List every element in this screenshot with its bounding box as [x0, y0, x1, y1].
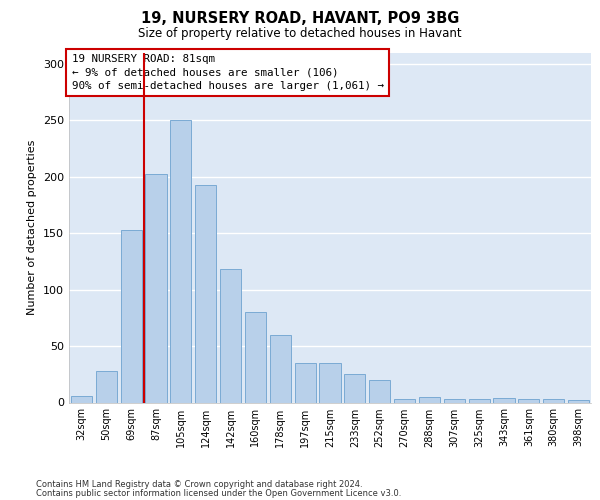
Bar: [270, 335, 291, 402]
Text: Contains public sector information licensed under the Open Government Licence v3: Contains public sector information licen…: [36, 489, 401, 498]
Bar: [121, 230, 142, 402]
Bar: [344, 374, 365, 402]
Bar: [319, 363, 341, 403]
Bar: [568, 400, 589, 402]
Text: 19 NURSERY ROAD: 81sqm
← 9% of detached houses are smaller (106)
90% of semi-det: 19 NURSERY ROAD: 81sqm ← 9% of detached …: [71, 54, 383, 90]
Text: Size of property relative to detached houses in Havant: Size of property relative to detached ho…: [138, 28, 462, 40]
Bar: [419, 397, 440, 402]
Bar: [220, 270, 241, 402]
Bar: [295, 363, 316, 403]
Bar: [145, 174, 167, 402]
Text: Contains HM Land Registry data © Crown copyright and database right 2024.: Contains HM Land Registry data © Crown c…: [36, 480, 362, 489]
Bar: [96, 371, 117, 402]
Bar: [543, 399, 564, 402]
Bar: [469, 399, 490, 402]
Bar: [195, 184, 216, 402]
Y-axis label: Number of detached properties: Number of detached properties: [28, 140, 37, 315]
Bar: [170, 120, 191, 403]
Bar: [444, 399, 465, 402]
Bar: [369, 380, 390, 402]
Bar: [394, 399, 415, 402]
Bar: [245, 312, 266, 402]
Bar: [518, 399, 539, 402]
Bar: [493, 398, 515, 402]
Bar: [71, 396, 92, 402]
Text: 19, NURSERY ROAD, HAVANT, PO9 3BG: 19, NURSERY ROAD, HAVANT, PO9 3BG: [141, 11, 459, 26]
